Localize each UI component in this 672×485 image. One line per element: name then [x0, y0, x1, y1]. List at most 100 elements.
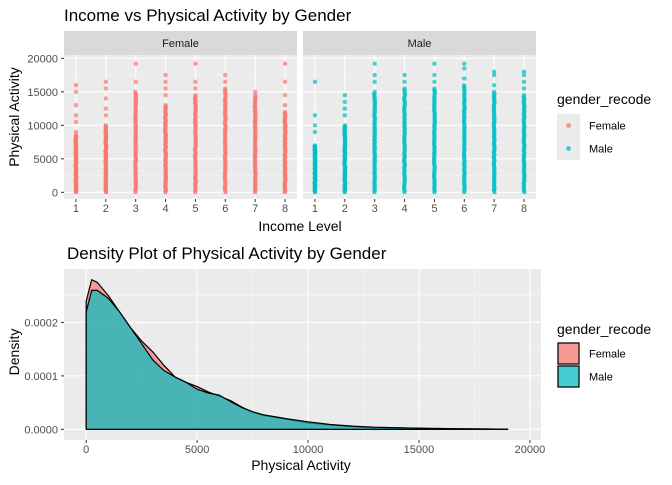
y-tick-label: 15000: [27, 87, 58, 99]
data-point: [73, 82, 79, 88]
point-column: [103, 79, 109, 195]
x-tick-label: 1: [73, 203, 79, 215]
data-point: [163, 86, 168, 91]
x-tick-label: 5: [192, 203, 198, 215]
x-tick-label: 7: [252, 203, 258, 215]
data-point: [282, 92, 288, 98]
data-point: [402, 79, 407, 84]
data-point: [73, 89, 79, 95]
data-point: [491, 69, 497, 74]
point-column: [133, 61, 139, 195]
data-point: [103, 86, 109, 91]
facet-strip-label: Female: [162, 38, 199, 50]
legend-label: Male: [589, 372, 613, 384]
x-tick-label: 7: [491, 203, 497, 215]
x-tick-label: 8: [521, 203, 527, 215]
x-tick-label: 4: [402, 203, 408, 215]
x-tick-label: 8: [282, 203, 288, 215]
density-legend: gender_recode Female Male: [557, 321, 651, 388]
legend-title: gender_recode: [557, 321, 651, 337]
density-x-axis-title: Physical Activity: [251, 457, 351, 473]
density-y-axis-title: Density: [6, 329, 22, 376]
data-point: [462, 66, 467, 71]
data-point: [521, 86, 527, 91]
data-point: [223, 72, 228, 78]
point-column: [252, 89, 258, 195]
data-point: [103, 123, 108, 128]
facet-strip: [64, 31, 297, 55]
data-point: [223, 86, 228, 91]
density-panel: 0 5000 10000 15000 20000 0.0000 0.0001 0.0002: [24, 269, 545, 456]
data-point: [133, 79, 138, 84]
point-column: [461, 61, 467, 195]
data-point: [73, 113, 79, 118]
density-chart-title: Density Plot of Physical Activity by Gen…: [67, 244, 387, 263]
data-point: [193, 92, 198, 98]
data-point: [491, 89, 497, 95]
data-point: [372, 72, 377, 78]
data-point: [491, 82, 497, 88]
x-tick-label: 6: [222, 203, 228, 215]
x-tick-label: 6: [461, 203, 467, 215]
data-point: [402, 86, 407, 91]
data-point: [462, 76, 467, 81]
point-column: [401, 72, 408, 195]
x-tick-label: 0: [83, 444, 89, 456]
x-tick-label: 2: [103, 203, 109, 215]
legend-point-icon: [566, 146, 571, 151]
legend-title: gender_recode: [557, 91, 651, 107]
point-column: [431, 61, 438, 195]
y-tick-label: 20000: [27, 53, 58, 65]
y-tick-label: 10000: [27, 120, 58, 132]
point-column: [282, 61, 288, 195]
data-point: [342, 92, 348, 98]
data-point: [163, 92, 168, 98]
point-column: [73, 82, 79, 195]
point-column: [162, 72, 169, 195]
scatter-legend: gender_recode Female Male: [557, 91, 651, 160]
density-area-male: [85, 289, 509, 430]
x-tick-label: 3: [372, 203, 378, 215]
x-tick-label: 3: [133, 203, 139, 215]
data-point: [312, 123, 318, 128]
scatter-chart-title: Income vs Physical Activity by Gender: [64, 6, 352, 25]
x-tick-label: 10000: [293, 444, 324, 456]
data-point: [462, 61, 467, 66]
data-point: [372, 61, 377, 66]
x-tick-label: 20000: [515, 444, 546, 456]
scatter-x-axis-title: Income Level: [258, 218, 341, 234]
data-point: [282, 61, 288, 66]
data-point: [252, 89, 258, 95]
panel-background: [64, 55, 297, 199]
data-point: [103, 106, 109, 111]
data-point: [193, 79, 198, 84]
data-point: [461, 82, 467, 88]
facet-strip-label: Male: [408, 38, 432, 50]
data-point: [133, 61, 138, 66]
point-column: [222, 72, 228, 195]
x-tick-label: 5000: [185, 444, 209, 456]
legend-fill-swatch: [557, 365, 580, 388]
legend-label: Female: [589, 121, 626, 133]
point-column: [372, 61, 378, 195]
data-point: [312, 113, 318, 118]
data-point: [432, 61, 437, 66]
scatter-y-axis-title: Physical Activity: [6, 67, 22, 167]
data-point: [193, 61, 198, 66]
data-point: [73, 133, 79, 138]
data-point: [432, 79, 437, 84]
data-point: [223, 79, 228, 84]
data-point: [312, 129, 318, 135]
legend-label: Male: [589, 144, 613, 156]
data-point: [103, 79, 109, 84]
data-point: [342, 106, 348, 111]
data-point: [432, 72, 437, 78]
x-tick-label: 15000: [404, 444, 435, 456]
data-point: [73, 129, 79, 135]
x-tick-label: 5: [431, 203, 437, 215]
data-point: [133, 89, 138, 95]
data-point: [73, 103, 79, 108]
x-tick-label: 2: [342, 203, 348, 215]
data-point: [163, 79, 168, 84]
data-point: [342, 123, 348, 128]
